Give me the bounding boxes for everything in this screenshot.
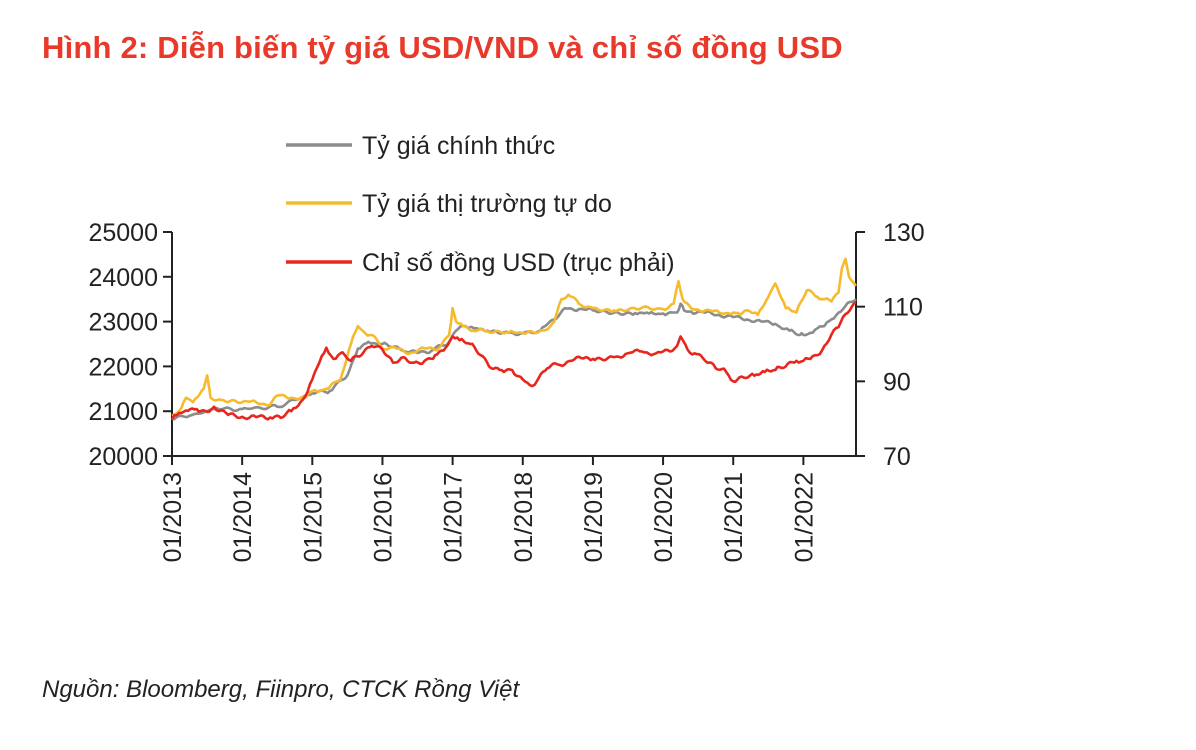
- y-left-tick-label: 20000: [88, 443, 158, 471]
- legend-label-2: Tỷ giá thị trường tự do: [362, 190, 612, 218]
- line-chart: 20000 21000 22000 23000 24000 25000 70 90 110 130…: [88, 125, 925, 563]
- legend-backing: [280, 242, 750, 280]
- x-tick-label: 01/2022: [790, 472, 818, 562]
- y-right-tick-label: 90: [883, 368, 911, 396]
- x-tick-label: 01/2020: [650, 472, 678, 562]
- x-tick-label: 01/2017: [440, 472, 468, 562]
- series-line-3: [170, 301, 857, 421]
- legend-label-3: Chỉ số đồng USD (trục phải): [362, 249, 675, 277]
- y-right-tick-label: 70: [883, 443, 911, 471]
- y-left-tick-label: 24000: [88, 264, 158, 292]
- x-tick-label: 01/2021: [720, 472, 748, 562]
- legend-backing: [280, 183, 750, 221]
- chart-title: Hình 2: Diễn biến tỷ giá USD/VND và chỉ …: [42, 30, 843, 65]
- y-left-tick-label: 22000: [88, 353, 158, 381]
- x-tick-label: 01/2019: [580, 472, 608, 562]
- y-right-tick-label: 110: [883, 294, 923, 322]
- legend-label-1: Tỷ giá chính thức: [362, 132, 555, 160]
- x-tick-label: 01/2016: [369, 472, 397, 562]
- series-line-2: [171, 257, 858, 417]
- x-tick-label: 01/2015: [299, 472, 327, 562]
- y-right-tick-label: 130: [883, 219, 925, 247]
- series-group: [170, 257, 858, 421]
- x-tick-label: 01/2014: [229, 472, 257, 562]
- axes-group: 20000 21000 22000 23000 24000 25000 70 90 110 130…: [88, 219, 924, 562]
- y-left-tick-label: 25000: [88, 219, 158, 247]
- y-left-tick-label: 21000: [88, 398, 158, 426]
- x-tick-label: 01/2013: [159, 472, 187, 562]
- legend: Tỷ giá chính thức Tỷ giá thị trường tự do…: [280, 125, 750, 280]
- series-line-1: [171, 298, 857, 421]
- source-note: Nguồn: Bloomberg, Fiinpro, CTCK Rồng Việ…: [42, 676, 520, 703]
- y-left-tick-label: 23000: [88, 309, 158, 337]
- x-tick-label: 01/2018: [510, 472, 538, 562]
- legend-backing: [280, 125, 750, 163]
